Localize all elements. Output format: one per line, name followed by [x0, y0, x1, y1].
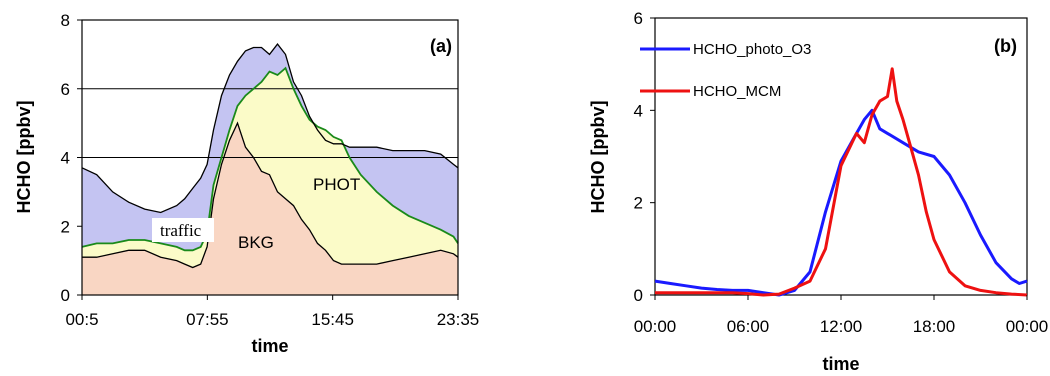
panel-b-chart: 0 2 4 6 00:00 06:00 12:00 18:00 00:00 (b) HCHO_… — [588, 9, 1048, 374]
panel-a-y-tick-label: 4 — [61, 149, 70, 168]
panel-a-y-tick-label: 0 — [61, 286, 70, 305]
panel-a-y-tick-label: 6 — [61, 80, 70, 99]
phot-boundary-line — [81, 66, 459, 252]
bkg-area — [82, 123, 458, 295]
bkg-label: BKG — [238, 233, 274, 252]
panel-a-y-ticks: 0 2 4 6 8 — [61, 11, 82, 305]
panel-a-x-tick-label: 07:55 — [186, 310, 229, 329]
phot-label: PHOT — [313, 175, 360, 194]
panel-a-areas — [82, 44, 458, 295]
panel-b-x-tick-label: 12:00 — [820, 317, 863, 336]
panel-a-x-tick-label: 15:45 — [311, 310, 354, 329]
traffic-label-box — [152, 218, 214, 242]
panel-a-y-axis-title: HCHO [ppbv] — [14, 101, 34, 214]
panel-a-y-tick-label: 2 — [61, 217, 70, 236]
series-line-mcm — [655, 67, 1028, 297]
phot-area — [82, 68, 458, 268]
bkg-boundary-line — [82, 121, 459, 269]
panel-b-y-ticks: 0 2 4 6 — [634, 9, 655, 305]
panel-a-label: (a) — [430, 36, 452, 56]
panel-a-x-tick-label: 00:5 — [65, 310, 98, 329]
panel-b-label: (b) — [994, 36, 1017, 56]
panel-b-x-tick-label: 00:00 — [1006, 317, 1049, 336]
panel-b-y-tick-label: 0 — [634, 286, 643, 305]
total-line — [81, 43, 459, 214]
panel-b-x-axis-title: time — [822, 354, 859, 374]
panel-b-frame — [654, 17, 1028, 296]
panel-b-legend: HCHO_photo_O3 HCHO_MCM — [640, 41, 811, 100]
panel-a-x-ticks: 00:5 07:55 15:45 23:35 — [65, 295, 479, 329]
panel-a-x-tick-label: 23:35 — [437, 310, 480, 329]
series-line-photo-o3 — [654, 108, 1028, 297]
legend-label-mcm: HCHO_MCM — [693, 83, 781, 100]
panel-b-x-tick-label: 06:00 — [727, 317, 770, 336]
panel-b-x-ticks: 00:00 06:00 12:00 18:00 00:00 — [634, 295, 1049, 336]
panel-b-y-tick-label: 2 — [634, 194, 643, 213]
traffic-area — [82, 44, 458, 251]
panel-b-y-tick-label: 6 — [634, 9, 643, 28]
panel-a-chart: 0 2 4 6 8 00:5 07:55 15:45 23:35 (a) traffic BK… — [14, 11, 479, 356]
panel-b-x-tick-label: 00:00 — [634, 317, 677, 336]
panel-b-y-tick-label: 4 — [634, 101, 643, 120]
panel-a-x-axis-title: time — [251, 336, 288, 356]
panel-a-lines — [81, 43, 459, 269]
panel-b-lines — [654, 67, 1028, 297]
traffic-label: traffic — [160, 221, 202, 240]
legend-label-photo-o3: HCHO_photo_O3 — [693, 41, 811, 58]
panel-a-gridlines — [82, 88, 458, 158]
panel-a-y-tick-label: 8 — [61, 11, 70, 30]
panel-b-y-axis-title: HCHO [ppbv] — [588, 101, 608, 214]
panel-b-x-tick-label: 18:00 — [913, 317, 956, 336]
